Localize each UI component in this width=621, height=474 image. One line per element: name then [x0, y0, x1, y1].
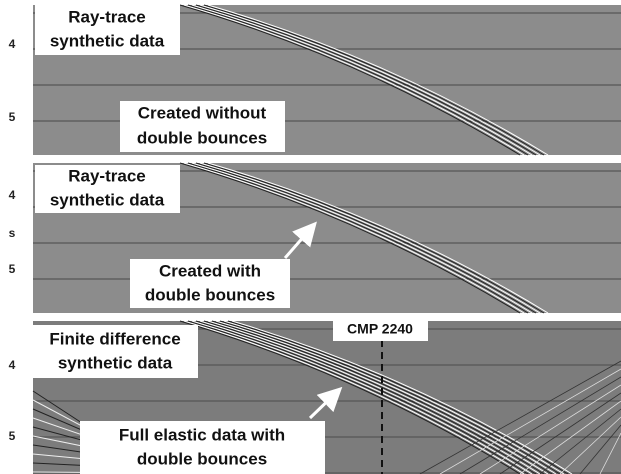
event — [195, 162, 537, 314]
event — [539, 408, 621, 474]
label-line: Ray-trace — [68, 166, 146, 185]
event — [207, 4, 549, 156]
event — [179, 162, 521, 314]
event — [231, 320, 573, 474]
event — [203, 4, 545, 156]
label-line: synthetic data — [50, 31, 165, 50]
label-box — [333, 318, 428, 341]
event — [439, 368, 621, 474]
label-line: double bounces — [137, 128, 267, 147]
event — [203, 320, 545, 474]
label-box — [80, 421, 325, 474]
event — [195, 320, 537, 474]
event — [191, 162, 533, 314]
arrow — [308, 386, 343, 420]
event — [187, 162, 529, 314]
event — [191, 320, 533, 474]
axis-label: 5 — [9, 429, 16, 443]
label-line: Ray-trace — [68, 7, 146, 26]
event — [179, 320, 521, 474]
event — [215, 320, 557, 474]
event — [199, 320, 541, 474]
label-line: synthetic data — [50, 190, 165, 209]
event — [195, 4, 537, 156]
event — [419, 360, 621, 474]
axis-label: 5 — [9, 110, 16, 124]
label-box — [130, 259, 290, 308]
cmp-label: CMP 2240 — [347, 321, 413, 337]
axis-label: 4 — [9, 358, 16, 372]
event — [199, 4, 541, 156]
event — [559, 416, 621, 474]
label-line: double bounces — [137, 449, 267, 468]
event — [183, 4, 525, 156]
label-box — [33, 325, 198, 378]
label-line: Created with — [159, 261, 261, 280]
event — [191, 4, 533, 156]
label-line: Full elastic data with — [119, 425, 285, 444]
axis-label: 5 — [9, 262, 16, 276]
label-line: Finite difference — [49, 329, 180, 348]
event — [207, 320, 549, 474]
event — [183, 162, 525, 314]
label-box — [35, 165, 180, 213]
label-line: double bounces — [145, 285, 275, 304]
event — [207, 162, 549, 314]
event — [179, 4, 521, 156]
event — [219, 320, 561, 474]
event — [203, 162, 545, 314]
event — [183, 320, 525, 474]
axis-label: 4 — [9, 188, 16, 202]
axis-label: s — [9, 226, 16, 240]
event — [479, 384, 621, 474]
label-box — [120, 101, 285, 152]
event — [227, 320, 569, 474]
label-box — [35, 5, 180, 55]
label-line: synthetic data — [58, 353, 173, 372]
event — [187, 4, 529, 156]
arrow — [283, 221, 317, 259]
event — [599, 432, 621, 474]
event — [199, 162, 541, 314]
event — [499, 392, 621, 474]
event — [519, 400, 621, 474]
event — [459, 376, 621, 474]
axis-label: 4 — [9, 37, 16, 51]
label-line: Created without — [138, 103, 267, 122]
event — [211, 320, 553, 474]
event — [579, 424, 621, 474]
